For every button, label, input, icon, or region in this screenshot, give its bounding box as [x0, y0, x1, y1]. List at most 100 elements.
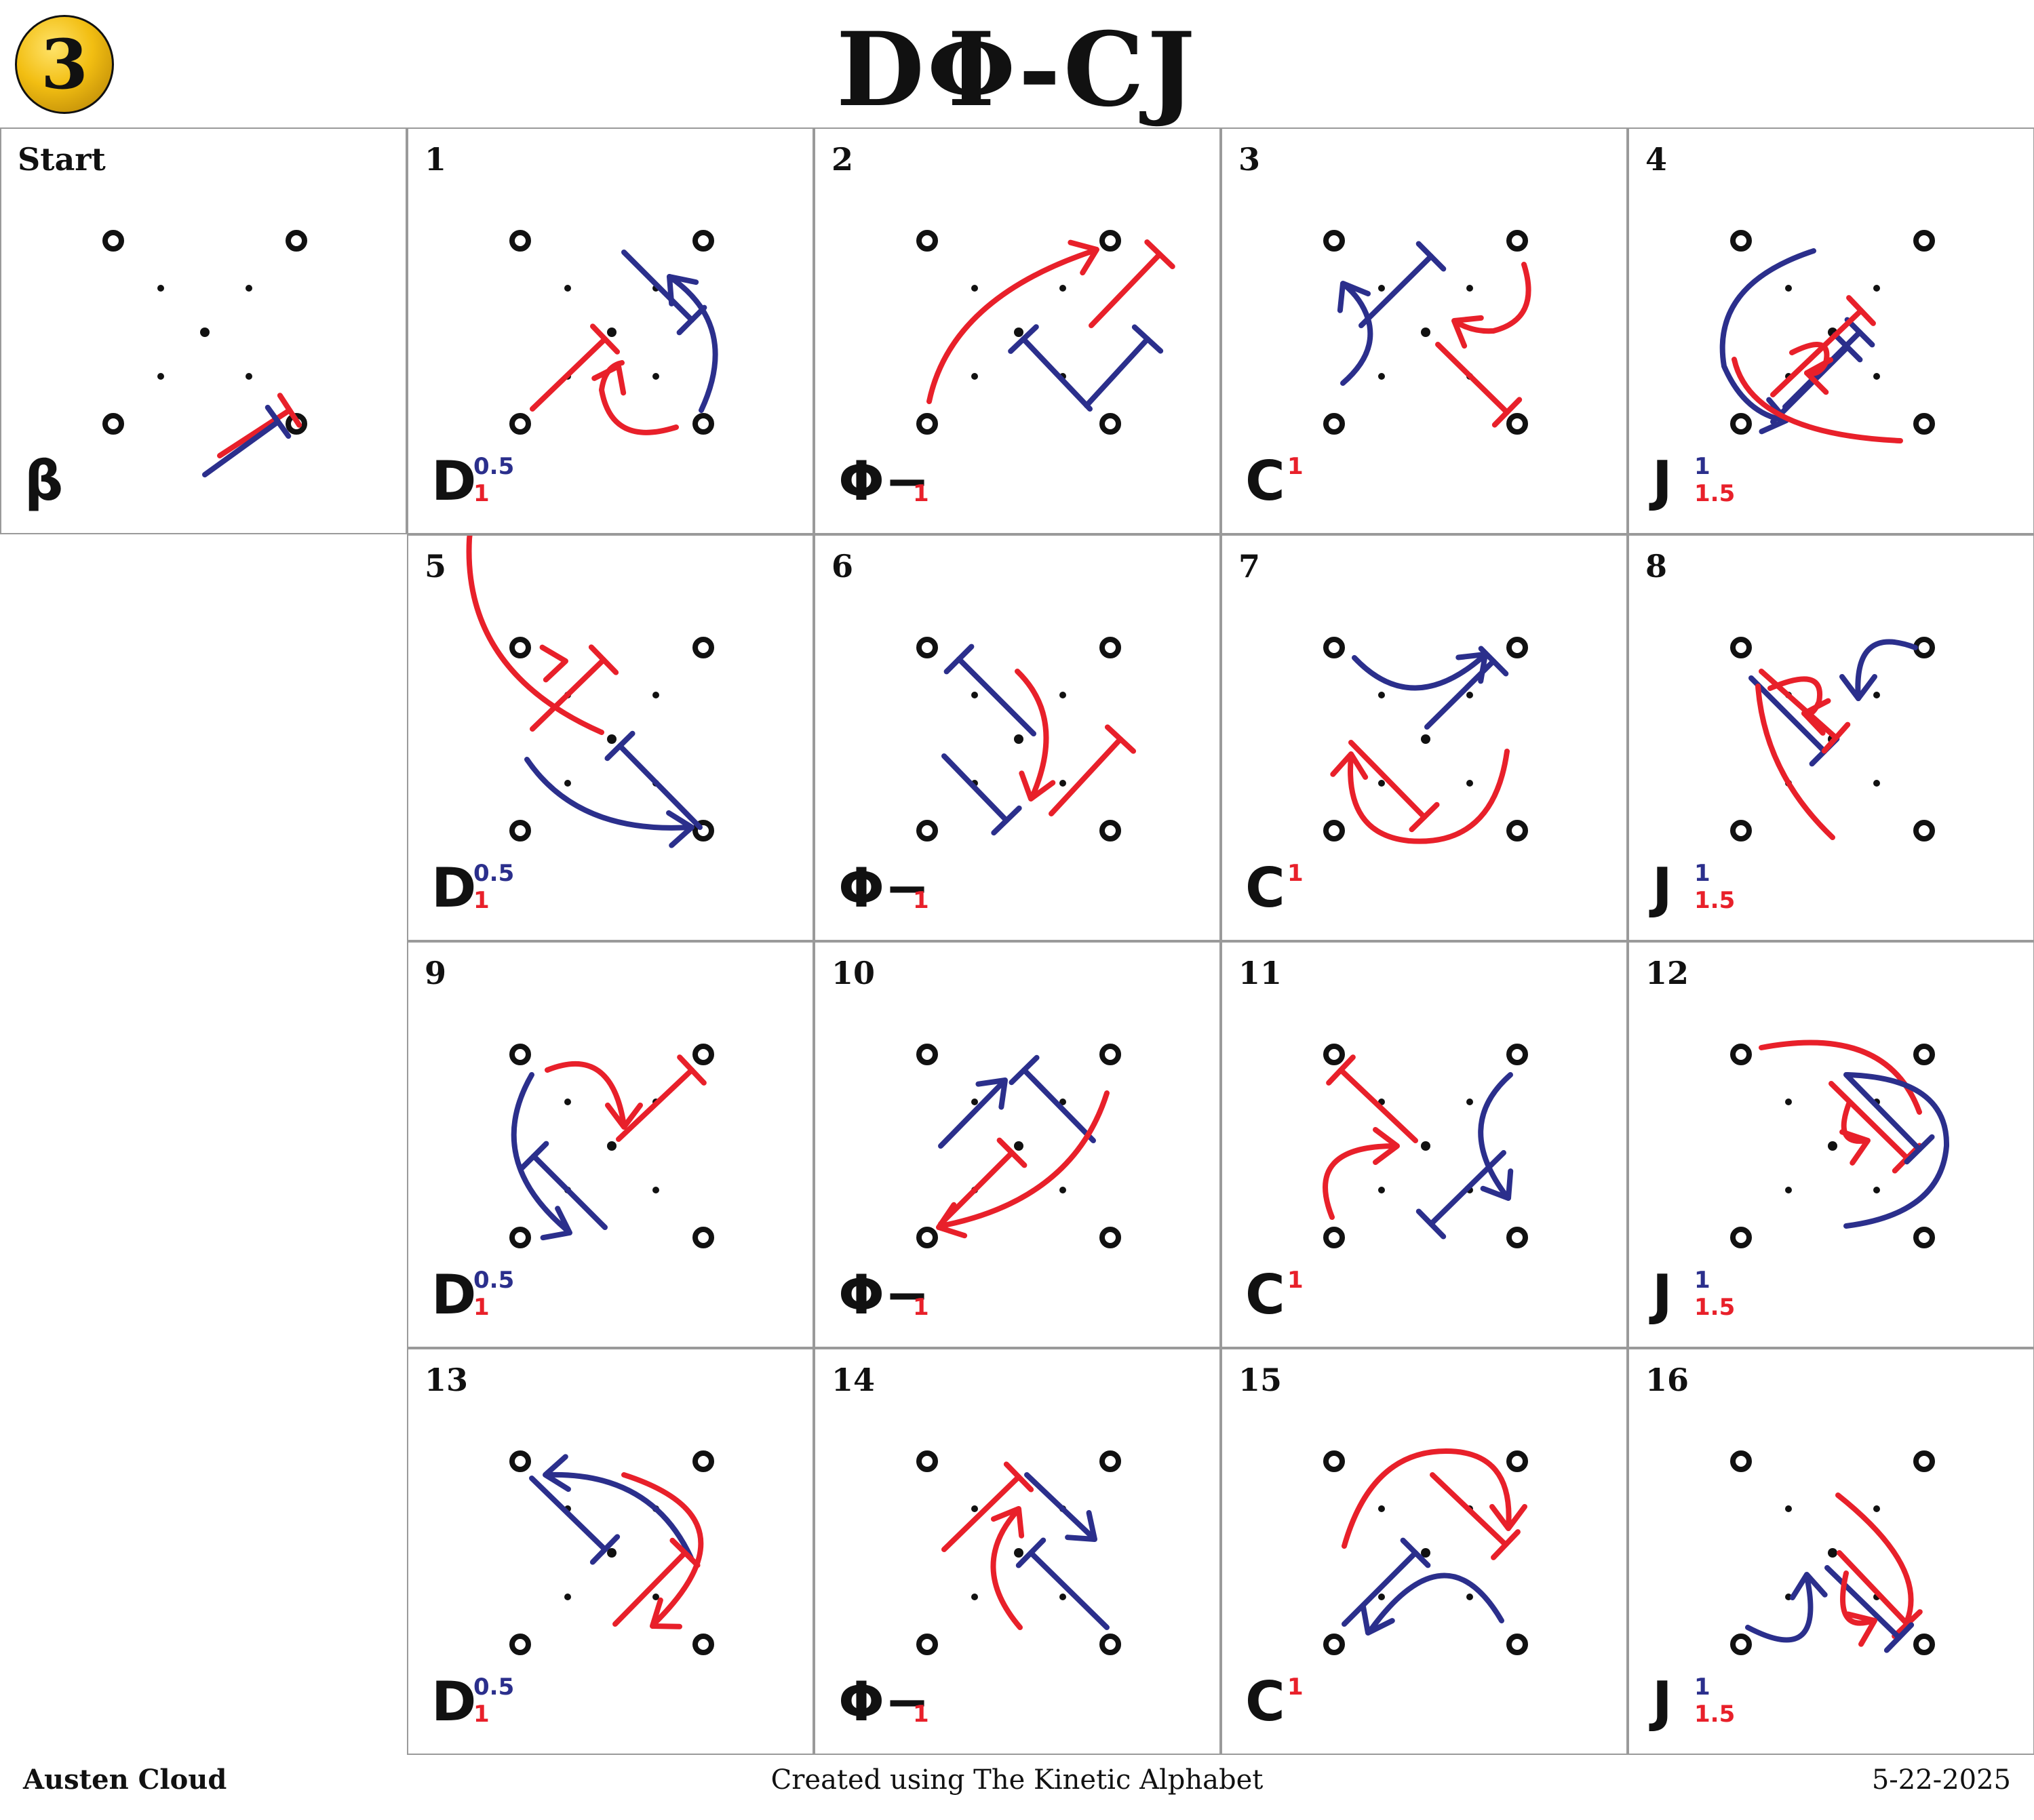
notation-main: C — [1245, 450, 1285, 513]
staff-end-bar — [669, 1537, 701, 1568]
layer-point — [1466, 1594, 1473, 1600]
notation-main: J — [1652, 1670, 1673, 1733]
motion-arc — [466, 536, 604, 735]
layer-point — [1059, 1187, 1066, 1193]
hand-point — [1506, 1634, 1528, 1655]
hand-point — [509, 1044, 531, 1065]
layer-point — [1059, 1099, 1066, 1105]
layer-point — [1378, 1505, 1385, 1512]
center-point — [200, 328, 210, 337]
staff-line — [1828, 1081, 1910, 1161]
staff-line — [202, 419, 281, 477]
staff-end-bar — [1009, 1054, 1040, 1086]
notation-superscript: 1 — [1287, 860, 1304, 887]
hand-point — [1913, 1227, 1935, 1248]
layer-point — [1873, 780, 1880, 787]
staff-end-bar — [1409, 802, 1440, 833]
notation-subscript: 1 — [473, 480, 490, 507]
hand-point — [1913, 413, 1935, 435]
cell-label: 15 — [1238, 1362, 1283, 1398]
notation-superscript: 1 — [1287, 1674, 1304, 1701]
pictograph-cell: 10 Φ− 1 — [814, 941, 1221, 1348]
motion-arc — [524, 757, 692, 831]
layer-point — [1378, 780, 1385, 787]
hand-point — [916, 230, 938, 252]
staff-line — [1049, 736, 1123, 816]
hand-point — [1913, 820, 1935, 842]
staff-line — [1089, 252, 1162, 328]
arrowhead — [1373, 1127, 1400, 1165]
pictograph-diagram — [1323, 637, 1528, 844]
notation-main: D — [431, 1670, 477, 1733]
staff-line — [1435, 342, 1510, 415]
cell-label: 14 — [832, 1362, 876, 1398]
notation-subscript: 1.5 — [1694, 887, 1736, 914]
motion-arc — [1352, 654, 1486, 691]
notation-subscript: 1.5 — [1694, 1294, 1736, 1321]
staff-end-bar — [1326, 1054, 1356, 1086]
pictograph-diagram — [1323, 230, 1531, 435]
layer-point — [1378, 692, 1385, 698]
arrowhead — [1801, 698, 1831, 736]
pictograph-cell: 8 J 1 1.5 — [1628, 534, 2034, 941]
layer-point — [971, 692, 978, 698]
hand-point — [916, 413, 938, 435]
notation-main: J — [1652, 450, 1673, 513]
hand-point — [916, 820, 938, 842]
staff-line — [1084, 336, 1150, 408]
staff-end-bar — [943, 644, 975, 675]
hand-point — [509, 820, 531, 842]
pictograph-diagram — [1730, 1040, 1950, 1248]
motion-arc — [667, 274, 718, 413]
hand-point — [1323, 1634, 1345, 1655]
hand-point — [1323, 413, 1345, 435]
pictograph-diagram — [916, 1450, 1121, 1655]
staff-line — [1424, 658, 1496, 730]
arrowhead — [1068, 239, 1099, 276]
pictograph-cell: 12 J 1 1.5 — [1628, 941, 2034, 1348]
staff-end-bar — [518, 1141, 549, 1172]
staff-end-bar — [1131, 324, 1164, 354]
staff-line — [1338, 1067, 1418, 1143]
hand-point — [916, 1044, 938, 1065]
staff-end-bar — [1491, 397, 1523, 428]
credit-text: Created using The Kinetic Alphabet — [770, 1764, 1264, 1796]
pictograph-diagram — [1730, 1450, 1935, 1655]
layer-point — [652, 373, 659, 380]
arrowhead — [1360, 1603, 1395, 1636]
hand-point — [509, 230, 531, 252]
notation-main: β — [24, 450, 64, 513]
staff-line — [612, 1550, 688, 1627]
arrowhead — [1337, 281, 1371, 313]
pictograph-cell: 9 D 0.5 1 — [407, 941, 814, 1348]
hand-point — [1323, 1044, 1345, 1065]
staff-line — [1342, 1550, 1418, 1627]
notation-main: Φ− — [838, 450, 931, 513]
pictograph-diagram — [1323, 1044, 1528, 1248]
staff-line — [1748, 675, 1827, 754]
center-point — [607, 328, 617, 337]
arrowhead — [1839, 1129, 1871, 1166]
layer-point — [246, 285, 252, 292]
hand-point — [509, 1227, 531, 1248]
layer-point — [1466, 780, 1473, 787]
hand-point — [692, 1450, 714, 1472]
hand-point — [102, 413, 124, 435]
center-point — [607, 1548, 617, 1558]
notation-subscript: 1 — [913, 480, 929, 507]
staff-line — [1348, 740, 1427, 820]
notation-superscript: 1 — [1287, 1267, 1304, 1294]
layer-point — [246, 373, 252, 380]
layer-point — [1873, 1187, 1880, 1193]
hand-point — [1506, 820, 1528, 842]
staff-line — [1843, 1072, 1922, 1152]
center-point — [1421, 1548, 1430, 1558]
motion-arc — [1367, 1572, 1504, 1634]
staff-end-bar — [1003, 1461, 1034, 1492]
notation-superscript: 0.5 — [473, 860, 515, 887]
pictograph-diagram — [466, 536, 714, 848]
notation-main: D — [431, 450, 477, 513]
staff-line — [956, 656, 1036, 736]
center-point — [1014, 1141, 1023, 1151]
hand-point — [692, 1634, 714, 1655]
